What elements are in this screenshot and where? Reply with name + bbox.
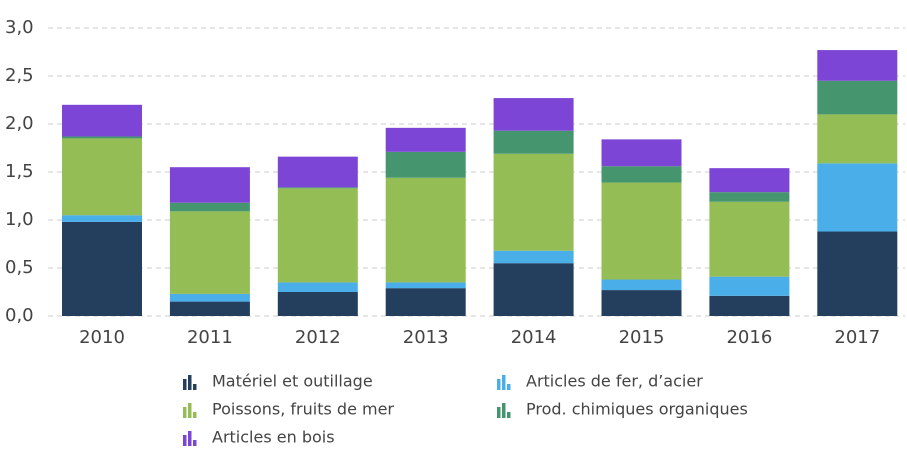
bar-segment [817,114,898,164]
bar-segment [277,187,358,189]
bar-segment [169,202,250,212]
legend-icon [507,384,511,390]
bar-segment [277,292,358,316]
legend-icon [183,379,187,390]
bar-segment [709,276,790,296]
legend-label: Articles en bois [212,428,335,447]
bar-segment [709,192,790,202]
bar-segment [62,104,142,137]
bar-segment [62,221,142,316]
x-tick-label: 2015 [619,327,665,348]
bar-segment [169,167,250,203]
y-tick-label: 3,0 [5,17,34,38]
bar-segment [385,151,466,178]
bar-segment [601,290,682,316]
bar-segment [817,50,898,81]
legend-icon [193,412,197,418]
bar-segment [817,231,898,316]
legend-label: Prod. chimiques organiques [526,400,748,419]
legend-label: Articles de fer, d’acier [526,372,703,391]
y-tick-label: 2,0 [5,113,34,134]
bar-segment [817,163,898,232]
bar-segment [62,215,142,222]
x-tick-label: 2012 [295,327,341,348]
bar-segment [493,130,574,154]
bar-segment [169,301,250,316]
bar-segment [169,211,250,294]
bar-segment [62,136,142,139]
bar-segment [493,263,574,316]
bar-segment [385,177,466,283]
y-tick-label: 2,5 [5,65,34,86]
bar-segment [277,188,358,283]
y-tick-label: 1,0 [5,209,34,230]
legend-icon [507,412,511,418]
x-tick-label: 2013 [403,327,449,348]
x-tick-label: 2010 [79,327,125,348]
legend-icon [183,407,187,418]
bar-segment [601,182,682,280]
legend-icon [497,407,501,418]
bar-segment [601,139,682,167]
bar-segment [277,282,358,292]
x-tick-label: 2011 [187,327,233,348]
bar-segment [62,138,142,216]
bar-segment [709,168,790,193]
bar-segment [601,166,682,183]
bar-segment [277,156,358,188]
x-tick-label: 2017 [834,327,880,348]
x-tick-label: 2014 [511,327,557,348]
legend-icon [193,440,197,446]
bar-segment [385,127,466,152]
legend-icon [502,375,506,390]
legend-label: Poissons, fruits de mer [212,400,394,419]
legend-icon [497,379,501,390]
bar-segment [709,295,790,316]
bar-segment [817,80,898,115]
y-tick-label: 0,5 [5,257,34,278]
legend-icon [188,403,192,418]
bar-segment [169,293,250,302]
legend-icon [183,435,187,446]
bar-segment [601,279,682,291]
bar-segment [385,282,466,289]
bar-segment [385,288,466,316]
x-tick-label: 2016 [726,327,772,348]
legend-icon [193,384,197,390]
bar-segment [709,201,790,277]
legend-label: Matériel et outillage [212,372,373,391]
bar-segment [493,250,574,264]
legend-icon [188,375,192,390]
bar-segment [493,98,574,131]
y-tick-label: 1,5 [5,161,34,182]
y-tick-label: 0,0 [5,305,34,326]
legend-icon [502,403,506,418]
bar-segment [493,153,574,251]
legend-icon [188,431,192,446]
